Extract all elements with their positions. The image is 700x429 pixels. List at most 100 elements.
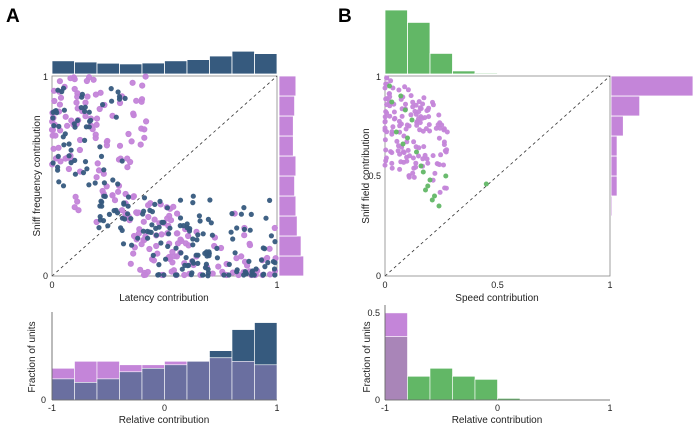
panel-a-y-tick: 1 [43, 72, 48, 82]
scatter-point [140, 218, 147, 225]
scatter-point [100, 102, 106, 108]
scatter-point [60, 85, 67, 91]
scatter-point [435, 161, 441, 167]
scatter-point [384, 129, 390, 135]
scatter-point [143, 118, 150, 125]
scatter-point [195, 260, 201, 266]
scatter-point [228, 229, 234, 235]
histogram-bar [278, 215, 298, 237]
scatter-point [90, 76, 97, 83]
scatter-point [260, 272, 266, 278]
panel-a-rel-x-tick: -1 [48, 403, 56, 413]
panel-b-rel-x-tick: -1 [381, 403, 389, 413]
panel-b-scatter-points [382, 75, 489, 209]
scatter-point [50, 115, 56, 121]
panel-a-right-histogram [278, 75, 305, 277]
scatter-point [416, 99, 422, 105]
scatter-point [97, 144, 103, 150]
scatter-point [185, 263, 191, 269]
panel-a-relative-bars [51, 322, 278, 401]
scatter-point [147, 200, 154, 207]
histogram-bar [96, 62, 120, 75]
scatter-point [241, 205, 247, 211]
scatter-point [425, 160, 431, 166]
scatter-point [166, 212, 173, 219]
scatter-point [96, 105, 103, 113]
scatter-point [383, 81, 389, 87]
scatter-point [137, 141, 144, 148]
scatter-point [172, 272, 179, 278]
scatter-point [238, 211, 244, 217]
scatter-point [407, 153, 412, 159]
scatter-point [421, 95, 427, 101]
histogram-bar [474, 72, 498, 75]
histogram-bar [429, 367, 453, 401]
scatter-point [248, 211, 254, 217]
scatter-point [84, 166, 90, 172]
panel-b-right-histogram [610, 75, 694, 217]
scatter-point [402, 84, 408, 90]
scatter-point [72, 157, 78, 163]
scatter-point [125, 194, 132, 200]
histogram-bar [278, 155, 297, 177]
scatter-point [97, 89, 104, 96]
scatter-point [101, 180, 107, 186]
scatter-point [389, 150, 395, 156]
scatter-point [148, 229, 154, 235]
histogram-bar [164, 60, 188, 75]
panel-b-relative-bars [384, 312, 521, 401]
scatter-point [416, 109, 422, 115]
scatter-point [404, 139, 410, 145]
scatter-point [430, 153, 436, 159]
scatter-point [262, 246, 268, 252]
scatter-point [423, 126, 429, 132]
scatter-point [241, 226, 247, 232]
scatter-point [70, 74, 77, 81]
histogram-bar [278, 175, 296, 197]
scatter-point [133, 97, 140, 104]
histogram-bar-overlap [141, 367, 165, 401]
scatter-point [80, 170, 87, 176]
panel-b-x-tick: 0 [382, 280, 387, 290]
scatter-point [427, 177, 433, 183]
scatter-point [94, 160, 101, 167]
panel-label-b: B [338, 6, 352, 27]
scatter-point [82, 104, 88, 110]
histogram-bar [164, 360, 188, 366]
histogram-bar [610, 75, 694, 97]
scatter-point [179, 266, 185, 272]
scatter-point [115, 188, 122, 195]
histogram-bar [186, 59, 210, 75]
scatter-point [153, 242, 160, 250]
scatter-point [384, 110, 390, 116]
scatter-point [209, 270, 216, 277]
scatter-point [51, 97, 58, 105]
scatter-point [116, 142, 124, 149]
scatter-point [56, 101, 64, 108]
scatter-point [129, 79, 136, 86]
scatter-point [399, 113, 405, 119]
scatter-point [66, 153, 72, 159]
scatter-point [263, 215, 269, 221]
scatter-point [102, 193, 108, 199]
scatter-point [262, 264, 268, 270]
scatter-point [185, 232, 192, 240]
panel-b-x-axis-label: Speed contribution [455, 293, 538, 304]
panel-a-rel-x-tick: 0 [162, 403, 167, 413]
histogram-bar [384, 9, 408, 75]
scatter-point [157, 198, 163, 204]
scatter-point [72, 171, 78, 177]
scatter-point [400, 149, 406, 155]
panel-b-y-tick: 0 [376, 271, 381, 281]
panel-b-y-axis-label: Sniff field contribution [361, 128, 372, 223]
scatter-point [130, 193, 137, 200]
scatter-point [161, 219, 167, 225]
scatter-point [382, 162, 388, 168]
histogram-bar [209, 55, 233, 75]
scatter-point [119, 227, 125, 233]
scatter-point [406, 173, 412, 179]
scatter-point [214, 245, 220, 251]
scatter-point [93, 121, 100, 128]
histogram-bar [209, 350, 233, 359]
scatter-point [141, 134, 148, 141]
